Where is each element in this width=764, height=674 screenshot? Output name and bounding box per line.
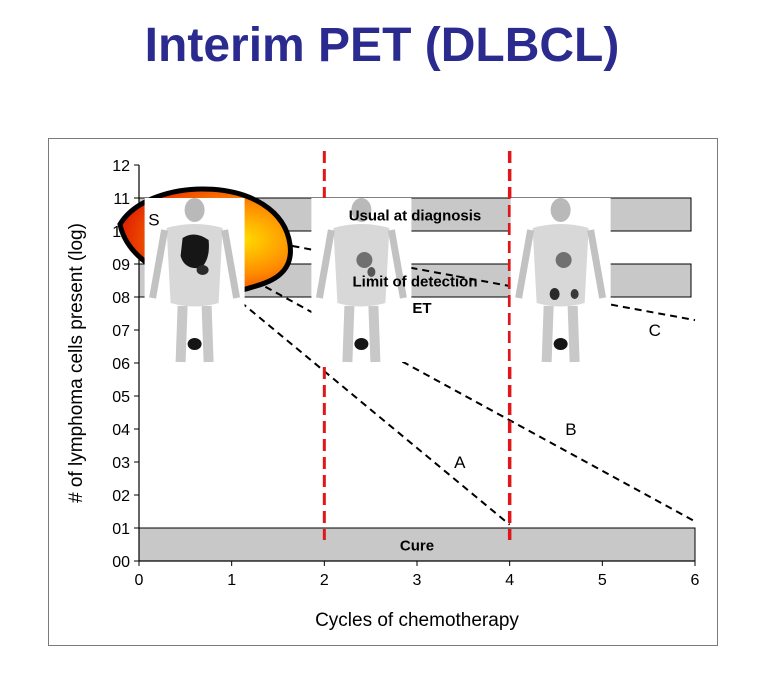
page-title: Interim PET (DLBCL) (144, 19, 620, 72)
pet-left-arm (149, 229, 169, 299)
band-label: Limit of detection (353, 274, 478, 291)
series-line-b (138, 216, 696, 523)
annotation-label: S (148, 210, 159, 229)
y-tick-label: 02 (112, 488, 130, 505)
y-axis-label: # of lymphoma cells present (log) (66, 223, 87, 503)
pet-right-arm (387, 229, 407, 299)
pet-organ-uptake (356, 252, 373, 268)
y-tick-label: 01 (112, 521, 130, 538)
y-tick-label: 07 (112, 323, 130, 340)
y-tick-label: 03 (112, 455, 130, 472)
x-tick-label: 1 (227, 572, 236, 589)
y-tick-label: 04 (112, 422, 130, 439)
pet-bladder-uptake (187, 338, 202, 350)
y-tick-label: 11 (113, 191, 130, 208)
pet-left-arm (315, 229, 335, 299)
annotation-label: C (649, 321, 661, 340)
band-label: Cure (400, 538, 434, 555)
y-tick-label: 05 (112, 389, 130, 406)
y-tick-label: 09 (112, 257, 130, 274)
pet-head (351, 198, 372, 222)
x-tick-label: 0 (135, 572, 144, 589)
y-tick-label: 00 (112, 554, 130, 571)
pet-left-arm (515, 229, 535, 299)
annotation-label: ET (412, 300, 431, 317)
annotation-label: B (565, 420, 576, 439)
x-axis-label: Cycles of chemotherapy (315, 610, 519, 631)
pet-organ-uptake (555, 252, 572, 268)
x-tick-label: 3 (413, 572, 422, 589)
pet-head (550, 198, 571, 222)
y-tick-label: 12 (112, 158, 130, 175)
pet-right-arm (587, 229, 607, 299)
pet-bladder-uptake (354, 338, 369, 350)
pet-right-leg (201, 305, 214, 363)
annotation-label: A (454, 453, 466, 472)
pet-tumor-uptake-small (196, 265, 209, 275)
x-tick-label: 2 (320, 572, 329, 589)
x-tick-label: 4 (505, 572, 514, 589)
pet-scan-image (510, 198, 611, 363)
x-tick-label: 5 (598, 572, 607, 589)
y-tick-label: 08 (112, 290, 130, 307)
pet-scan-image (311, 198, 412, 363)
band-label: Usual at diagnosis (349, 208, 482, 225)
y-tick-label: 06 (112, 356, 130, 373)
pet-kidney-uptake (367, 267, 376, 277)
pet-residual-uptake (549, 288, 560, 300)
pet-scan-image (144, 198, 245, 363)
pet-right-leg (567, 305, 580, 363)
pet-left-leg (541, 305, 554, 363)
pet-right-arm (221, 229, 241, 299)
pet-right-leg (368, 305, 381, 363)
pet-tumor-uptake (180, 234, 209, 269)
pet-left-leg (342, 305, 355, 363)
x-tick-label: 6 (691, 572, 700, 589)
pet-bladder-uptake (553, 338, 568, 350)
pet-head (184, 198, 205, 222)
pet-residual-uptake (570, 289, 579, 299)
pet-left-leg (175, 305, 188, 363)
